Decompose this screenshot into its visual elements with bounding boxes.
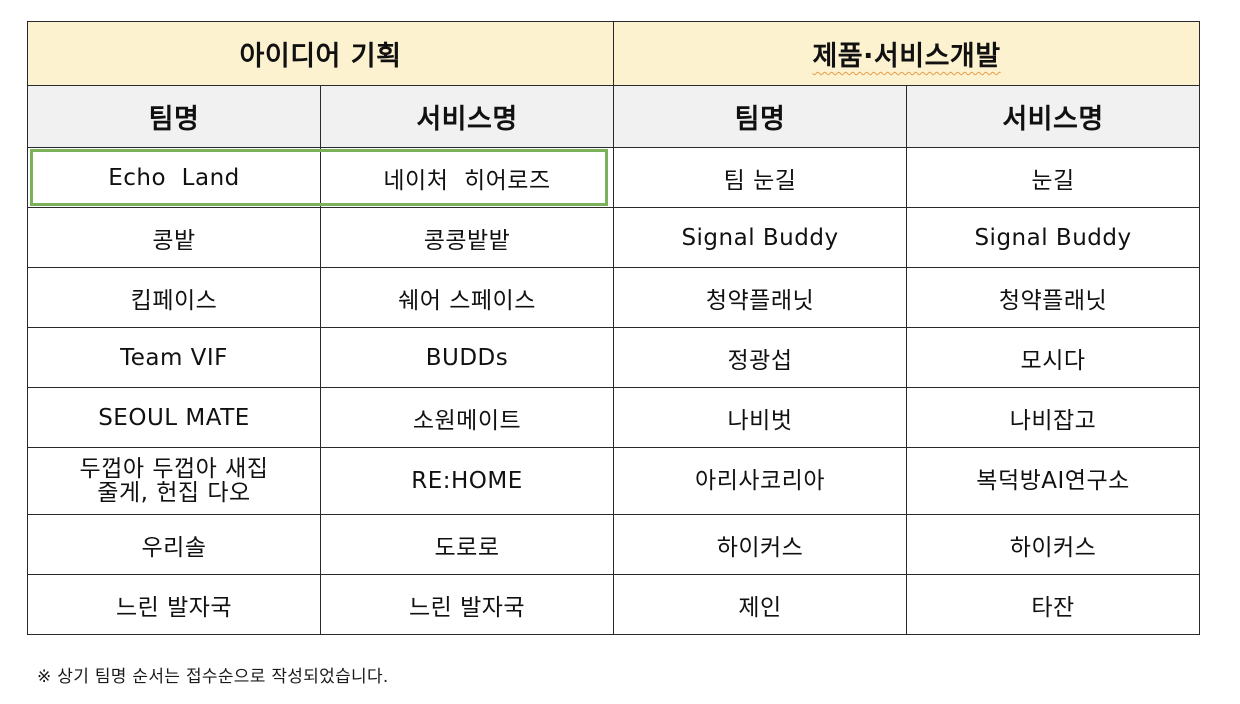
col-header-idea-service: 서비스명 — [319, 85, 615, 148]
idea-team-text: Echo Land — [108, 164, 240, 191]
table-row: 콩밭 콩콩밭밭 Signal Buddy Signal Buddy — [27, 207, 1201, 268]
idea-service-cell: 도로로 — [319, 514, 615, 575]
product-service-cell: Signal Buddy — [906, 207, 1201, 268]
idea-team-cell: 두껍아 두껍아 새집 줄게, 헌집 다오 — [27, 447, 321, 515]
product-team-cell: Signal Buddy — [613, 207, 908, 268]
idea-team-cell: 킵페이스 — [27, 267, 321, 328]
idea-team-cell: 콩밭 — [27, 207, 321, 268]
product-service-cell: 모시다 — [906, 327, 1201, 388]
product-team-cell: 청약플래닛 — [613, 267, 908, 328]
product-service-cell: 나비잡고 — [906, 387, 1201, 448]
product-service-cell: 눈길 — [906, 147, 1201, 208]
product-service-cell: 청약플래닛 — [906, 267, 1201, 328]
idea-service-text: 네이처 히어로즈 — [383, 167, 551, 194]
idea-team-cell: 우리솔 — [27, 514, 321, 575]
col-header-product-team: 팀명 — [613, 85, 908, 148]
column-header-row: 팀명 서비스명 팀명 서비스명 — [27, 85, 1201, 148]
idea-team-cell: Team VIF — [27, 327, 321, 388]
product-team-cell: 팀 눈길 — [613, 147, 908, 208]
group-product-development-label: 제품·서비스개발 — [812, 41, 1001, 72]
group-header-row: 아이디어 기획 제품·서비스개발 — [26, 21, 1201, 86]
table-row: 킵페이스 쉐어 스페이스 청약플래닛 청약플래닛 — [27, 267, 1201, 328]
idea-service-cell: BUDDs — [319, 327, 615, 388]
col-header-product-service: 서비스명 — [906, 85, 1201, 148]
table-row: 우리솔 도로로 하이커스 하이커스 — [27, 514, 1201, 575]
product-team-cell: 나비벗 — [613, 387, 908, 448]
idea-service-cell: RE:HOME — [319, 447, 615, 515]
product-team-cell: 하이커스 — [613, 514, 908, 575]
idea-service-cell: 느린 발자국 — [319, 574, 615, 635]
idea-service-cell: 소원메이트 — [319, 387, 615, 448]
footnote: ※ 상기 팀명 순서는 접수순으로 작성되었습니다. — [37, 667, 389, 687]
product-service-cell: 복덕방AI연구소 — [906, 447, 1201, 515]
group-product-development: 제품·서비스개발 — [613, 21, 1201, 86]
product-service-cell: 하이커스 — [906, 514, 1201, 575]
col-header-idea-team: 팀명 — [27, 85, 321, 148]
idea-service-cell: 쉐어 스페이스 — [319, 267, 615, 328]
product-team-cell: 아리사코리아 — [613, 447, 908, 515]
idea-team-cell: Echo Land — [27, 147, 321, 208]
idea-team-text: 두껍아 두껍아 새집 줄게, 헌집 다오 — [79, 456, 269, 506]
table-row: SEOUL MATE 소원메이트 나비벗 나비잡고 — [27, 387, 1201, 448]
product-service-cell: 타잔 — [906, 574, 1201, 635]
product-team-cell: 정광섭 — [613, 327, 908, 388]
table-row: 느린 발자국 느린 발자국 제인 타잔 — [27, 574, 1201, 635]
table-row: Team VIF BUDDs 정광섭 모시다 — [27, 327, 1201, 388]
idea-team-cell: SEOUL MATE — [27, 387, 321, 448]
table-row: Echo Land 네이처 히어로즈 팀 눈길 눈길 — [27, 147, 1201, 208]
product-team-cell: 제인 — [613, 574, 908, 635]
team-list-table: 아이디어 기획 제품·서비스개발 팀명 서비스명 팀명 서비스명 Echo La… — [26, 21, 1201, 635]
table-row: 두껍아 두껍아 새집 줄게, 헌집 다오 RE:HOME 아리사코리아 복덕방A… — [27, 447, 1201, 515]
idea-team-cell: 느린 발자국 — [27, 574, 321, 635]
idea-service-cell: 콩콩밭밭 — [319, 207, 615, 268]
group-idea-planning: 아이디어 기획 — [26, 21, 615, 86]
idea-service-cell: 네이처 히어로즈 — [319, 147, 615, 208]
